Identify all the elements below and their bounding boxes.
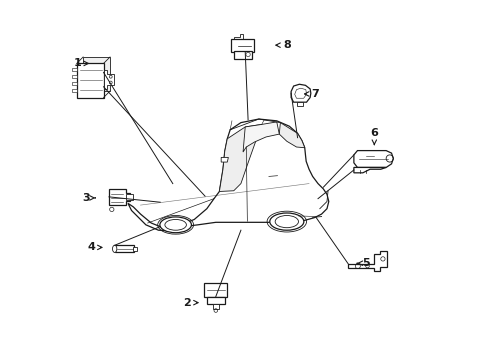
- Bar: [83, 57, 110, 91]
- Bar: [203, 283, 227, 297]
- Text: 2: 2: [183, 298, 198, 308]
- Ellipse shape: [269, 213, 303, 230]
- Polygon shape: [128, 119, 328, 231]
- Polygon shape: [279, 123, 304, 148]
- Bar: [77, 63, 103, 98]
- Text: 5: 5: [356, 258, 369, 268]
- Polygon shape: [353, 167, 386, 173]
- Text: 8: 8: [275, 40, 290, 50]
- Polygon shape: [348, 251, 386, 271]
- Text: 6: 6: [369, 129, 378, 144]
- Polygon shape: [290, 84, 310, 102]
- Text: 3: 3: [82, 193, 95, 203]
- Bar: [212, 305, 219, 309]
- Polygon shape: [219, 125, 261, 192]
- Polygon shape: [234, 34, 243, 39]
- Polygon shape: [103, 70, 113, 89]
- Polygon shape: [109, 189, 130, 205]
- Bar: [233, 51, 251, 59]
- Text: 7: 7: [304, 89, 319, 99]
- Polygon shape: [353, 150, 392, 167]
- Bar: [72, 75, 77, 78]
- Bar: [115, 245, 134, 252]
- Text: 1: 1: [73, 58, 88, 68]
- Bar: [72, 82, 77, 85]
- Bar: [297, 102, 303, 106]
- Bar: [206, 297, 224, 305]
- Ellipse shape: [160, 217, 191, 233]
- Polygon shape: [221, 157, 228, 162]
- Bar: [72, 68, 77, 71]
- Bar: [230, 39, 254, 51]
- Text: 4: 4: [87, 242, 102, 252]
- Polygon shape: [243, 122, 279, 152]
- Ellipse shape: [112, 245, 117, 252]
- Bar: [126, 194, 132, 200]
- Bar: [72, 89, 77, 92]
- Bar: [133, 247, 137, 251]
